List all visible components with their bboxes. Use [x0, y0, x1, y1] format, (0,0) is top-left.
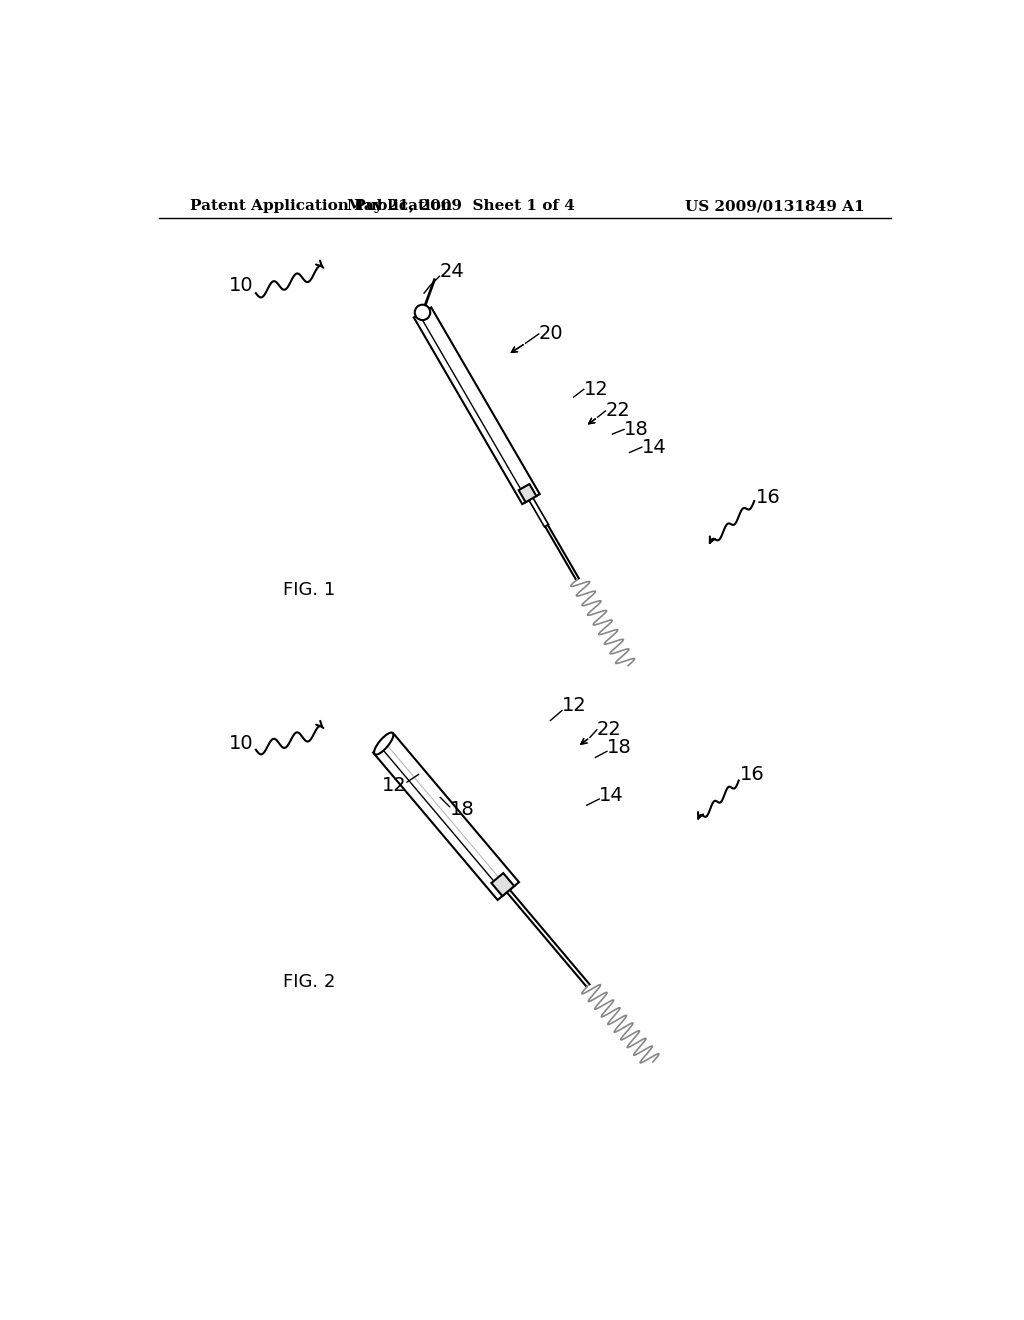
Text: 12: 12: [584, 380, 608, 399]
Text: 18: 18: [624, 420, 649, 440]
Polygon shape: [529, 498, 549, 527]
Polygon shape: [518, 484, 537, 502]
Text: 22: 22: [605, 401, 630, 421]
Circle shape: [415, 305, 430, 321]
Text: Patent Application Publication: Patent Application Publication: [190, 199, 452, 213]
Text: 12: 12: [562, 696, 587, 714]
Text: 18: 18: [607, 738, 632, 756]
Text: 18: 18: [450, 800, 474, 818]
Text: May 21, 2009  Sheet 1 of 4: May 21, 2009 Sheet 1 of 4: [347, 199, 575, 213]
Text: 14: 14: [599, 787, 624, 805]
Text: 12: 12: [382, 776, 407, 796]
Text: FIG. 1: FIG. 1: [283, 581, 335, 598]
Text: 14: 14: [642, 438, 667, 457]
Text: 24: 24: [439, 263, 464, 281]
Ellipse shape: [374, 733, 393, 755]
Polygon shape: [373, 735, 519, 900]
Polygon shape: [414, 308, 540, 504]
Polygon shape: [492, 873, 514, 896]
Text: 16: 16: [756, 487, 780, 507]
Text: 22: 22: [597, 721, 622, 739]
Text: 20: 20: [539, 325, 563, 343]
Text: US 2009/0131849 A1: US 2009/0131849 A1: [685, 199, 864, 213]
Text: 10: 10: [228, 276, 253, 294]
Text: 16: 16: [740, 764, 765, 784]
Text: 10: 10: [228, 734, 253, 754]
Text: FIG. 2: FIG. 2: [283, 973, 336, 991]
